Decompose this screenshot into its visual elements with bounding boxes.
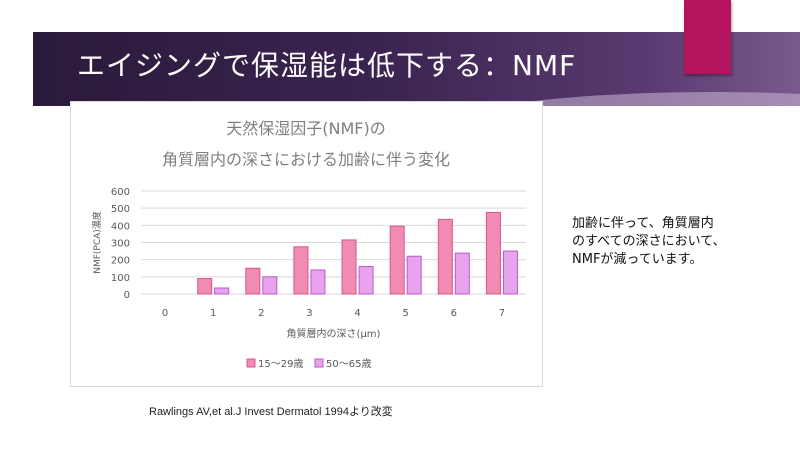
chart-title-line: 角質層内の深さにおける加齢に伴う変化 [162,150,450,169]
legend-label: 15～29歳 [258,358,303,370]
x-tick-label: 1 [210,308,216,319]
x-tick-label: 6 [451,308,457,319]
legend-label: 50～65歳 [326,358,371,370]
x-tick-label: 2 [258,308,264,319]
y-tick-label: 300 [111,239,130,250]
bar-old [262,276,278,295]
bar-young [245,267,261,295]
x-axis-label: 角質層内の深さ(μm) [287,327,381,340]
bar-young [341,239,357,295]
chart-title-line: 天然保湿因子(NMF)の [226,119,385,138]
x-tick-label: 0 [162,308,168,319]
x-tick-label: 4 [354,308,360,319]
title-band [33,32,800,106]
citation: Rawlings AV,et al.J Invest Dermatol 1994… [149,406,393,418]
bar-young [437,218,453,295]
x-tick-label: 5 [403,308,409,319]
x-tick-label: 7 [499,308,505,319]
y-tick-label: 500 [111,204,130,215]
side-note-line: のすべての深さにおいて、 [572,234,726,249]
chart-panel: 天然保湿因子(NMF)の角質層内の深さにおける加齢に伴う変化 0 100 200 300… [70,101,543,387]
accent-tab [684,0,731,74]
bar-young [485,211,501,295]
legend-swatch [246,358,256,368]
bar-old [406,255,422,295]
bar-old [358,266,374,295]
bar-young [389,225,405,295]
bar-young [197,278,213,295]
bar-old [310,269,326,295]
legend-swatch [314,358,324,368]
bar-old [454,252,470,295]
side-note-line: NMFが減っています。 [572,252,703,267]
y-axis-label: NMF(PCA)濃度 [91,211,103,274]
bar-young [293,246,309,295]
x-tick-label: 3 [306,308,312,319]
slide-title: エイジングで保湿能は低下する：NMF [77,49,577,82]
side-note: 加齢に伴って、角質層内 のすべての深さにおいて、 NMFが減っています。 [572,215,772,269]
y-tick-label: 400 [111,221,130,232]
bar-old [214,287,230,295]
bar-old [502,250,518,295]
y-tick-label: 200 [111,256,130,267]
y-tick-label: 100 [111,273,130,284]
accent-line [0,32,33,34]
y-tick-label: 600 [111,187,130,198]
y-tick-label: 0 [124,290,130,301]
side-note-line: 加齢に伴って、角質層内 [572,216,714,231]
